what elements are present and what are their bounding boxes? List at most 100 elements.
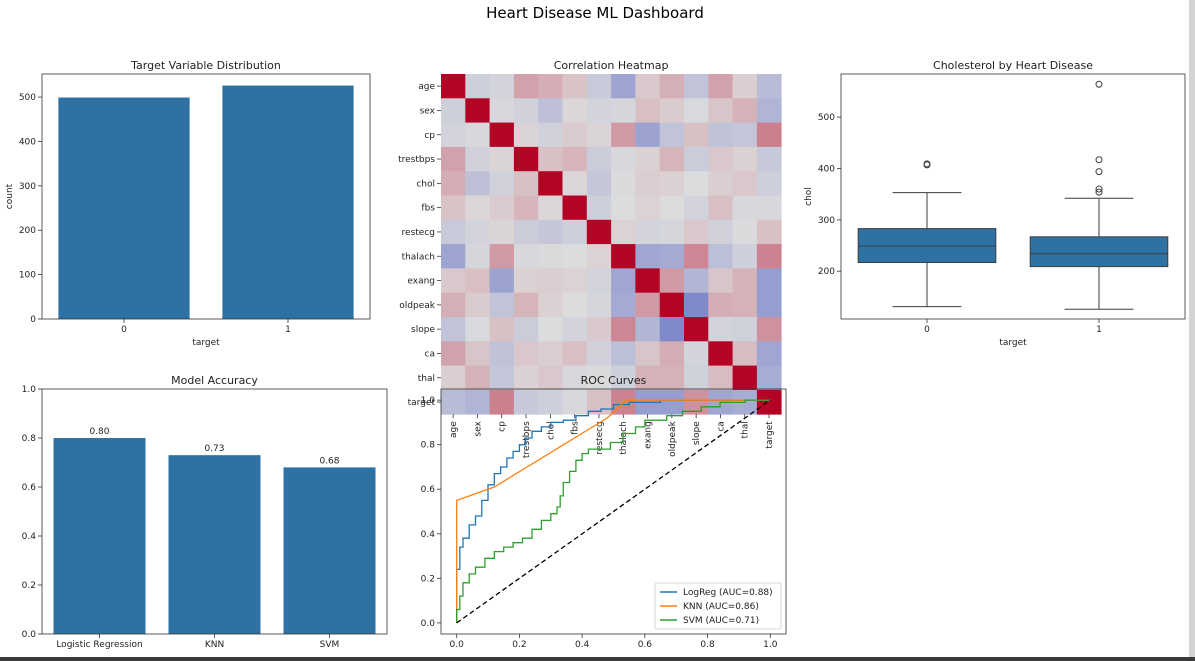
heatmap-cell <box>708 244 733 269</box>
y-tick-label: 500 <box>818 113 835 123</box>
heatmap-cell <box>586 146 612 172</box>
heatmap-cell <box>684 146 709 172</box>
heatmap-cell <box>538 389 563 415</box>
heatmap-cell <box>538 317 563 342</box>
y-tick-label: 1.0 <box>22 385 37 395</box>
heatmap-cell <box>441 244 466 269</box>
heatmap-row-label: oldpeak <box>399 301 435 311</box>
outlier-point <box>1095 185 1103 193</box>
heatmap-cell <box>586 292 612 318</box>
heatmap-cell <box>562 317 588 342</box>
heatmap-cell <box>659 292 685 318</box>
heatmap-cell <box>562 146 588 172</box>
heatmap-cell <box>586 268 612 294</box>
bar-target-1 <box>222 85 354 319</box>
heatmap-cell <box>586 74 612 99</box>
chart-title: Correlation Heatmap <box>554 59 669 72</box>
bar-accuracy <box>53 438 146 634</box>
chart-title: Model Accuracy <box>171 374 258 387</box>
heatmap-cell <box>659 268 685 294</box>
heatmap-col-label: thalach <box>619 421 629 454</box>
heatmap-cell <box>513 268 539 294</box>
y-tick-label: 1.0 <box>421 396 436 406</box>
heatmap-cell <box>756 219 782 245</box>
heatmap-cell <box>586 317 612 342</box>
heatmap-cell <box>562 244 588 269</box>
heatmap-cell <box>586 244 612 269</box>
heatmap-cell <box>513 98 539 123</box>
heatmap-cell <box>562 365 588 391</box>
box-target-1 <box>1029 236 1169 268</box>
y-tick-label: 400 <box>19 137 36 147</box>
chart-title: ROC Curves <box>581 374 647 387</box>
y-tick-label: 200 <box>19 226 36 236</box>
heatmap-cell <box>708 365 733 391</box>
heatmap-cell <box>756 317 782 342</box>
heatmap-cell <box>489 219 515 245</box>
chart-title: Cholesterol by Heart Disease <box>933 59 1093 72</box>
heatmap-cell <box>659 317 685 342</box>
heatmap-cell <box>756 98 782 123</box>
cholesterol-boxplot-chart: 0 1 200 300 400 500 Cholesterol by Heart Disea… <box>804 59 1186 348</box>
heatmap-cell <box>441 122 466 148</box>
heatmap-cell <box>586 122 612 148</box>
heatmap-cell <box>756 389 782 415</box>
bar-value-label: 0.80 <box>89 427 109 437</box>
heatmap-cell <box>562 122 588 148</box>
heatmap-cell <box>586 365 612 391</box>
heatmap-cell <box>465 98 490 123</box>
heatmap-cell <box>635 317 661 342</box>
heatmap-cell <box>708 219 733 245</box>
heatmap-cell <box>611 195 636 221</box>
heatmap-cell <box>513 389 539 415</box>
heatmap-cell <box>513 244 539 269</box>
heatmap-cell <box>513 122 539 148</box>
x-tick-label: 0.6 <box>638 640 653 650</box>
heatmap-cell <box>684 171 709 196</box>
heatmap-cell <box>635 122 661 148</box>
heatmap-row-label: target <box>408 398 436 408</box>
roc-curves-chart: 0.0 0.2 0.4 0.6 0.8 1.0 0.0 0.2 0.4 0.6 0.8 1.0 ROC … <box>421 374 787 650</box>
heatmap-cell <box>635 341 661 366</box>
heatmap-cell <box>538 122 563 148</box>
x-tick-label: 0 <box>121 325 127 335</box>
heatmap-cell <box>538 98 563 123</box>
heatmap-cell <box>732 195 758 221</box>
heatmap-cell <box>611 74 636 99</box>
heatmap-cell <box>489 365 515 391</box>
outlier-point <box>1095 168 1103 176</box>
heatmap-cell <box>684 244 709 269</box>
x-tick-label: Logistic Regression <box>56 640 142 650</box>
heatmap-cell <box>489 389 515 415</box>
heatmap-cell <box>756 341 782 366</box>
heatmap-cell <box>659 171 685 196</box>
heatmap-cell <box>708 146 733 172</box>
heatmap-cell <box>659 195 685 221</box>
heatmap-col-label: target <box>765 421 775 449</box>
heatmap-cell <box>562 74 588 99</box>
heatmap-cell <box>684 341 709 366</box>
heatmap-cell <box>441 171 466 196</box>
heatmap-col-label: slope <box>692 421 702 445</box>
y-tick-label: 500 <box>19 93 36 103</box>
heatmap-cell <box>635 268 661 294</box>
roc-line-knn <box>456 399 771 623</box>
heatmap-row-label: thalach <box>402 252 435 262</box>
heatmap-cell <box>635 195 661 221</box>
heatmap-cell <box>635 219 661 245</box>
heatmap-cell <box>756 292 782 318</box>
heatmap-cell <box>732 122 758 148</box>
heatmap-cell <box>732 341 758 366</box>
x-axis-label: target <box>192 338 220 348</box>
heatmap-cell <box>513 292 539 318</box>
heatmap-cell <box>513 74 539 99</box>
heatmap-col-label: ca <box>716 421 726 431</box>
heatmap-cell <box>513 341 539 366</box>
y-tick-label: 100 <box>19 271 36 281</box>
heatmap-cell <box>659 98 685 123</box>
heatmap-cell <box>465 341 490 366</box>
heatmap-cell <box>732 219 758 245</box>
heatmap-cell <box>611 292 636 318</box>
heatmap-cell <box>513 171 539 196</box>
y-axis-label: chol <box>804 187 814 206</box>
